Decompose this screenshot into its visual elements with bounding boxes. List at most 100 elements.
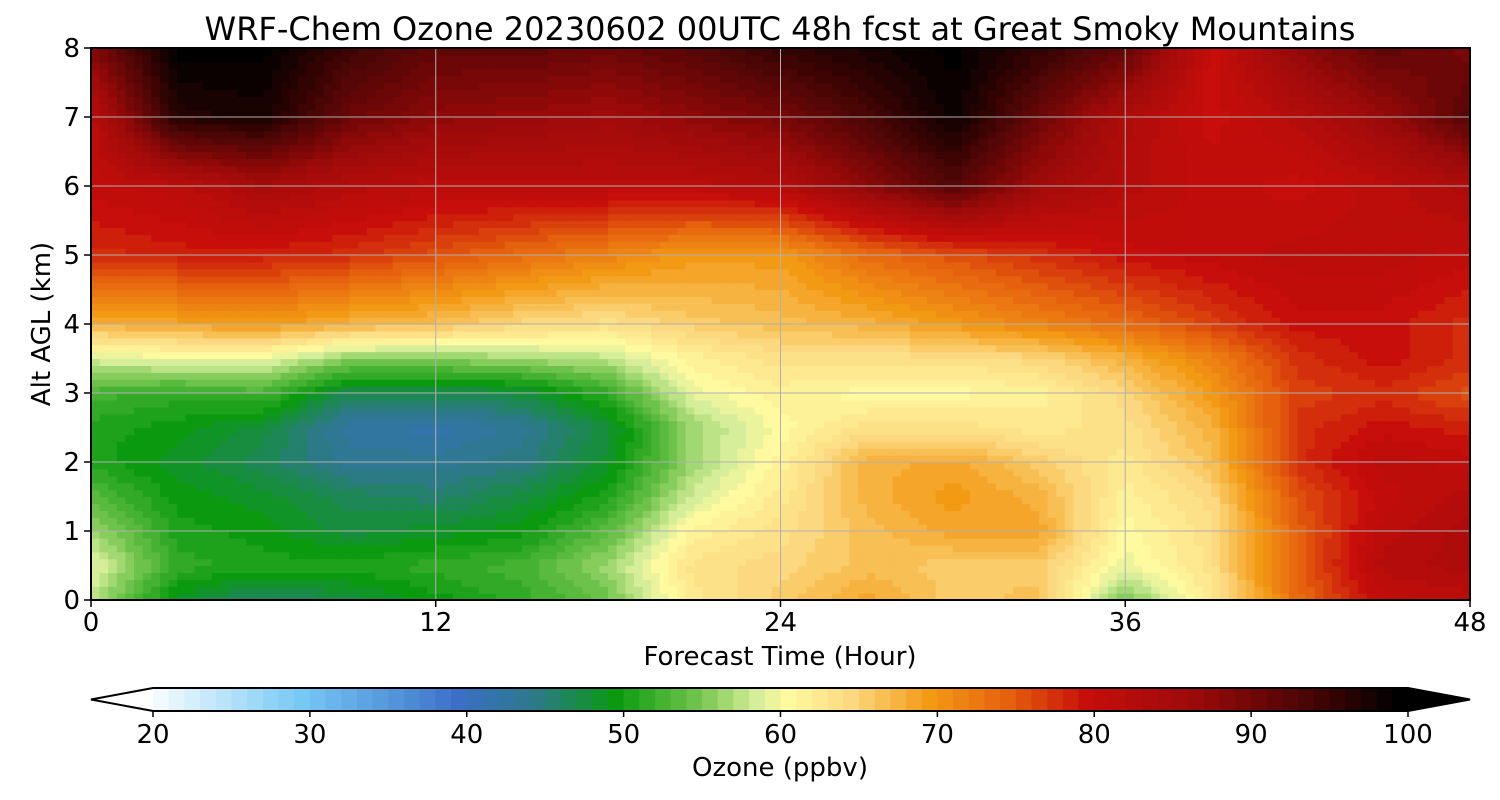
heatmap-cell	[832, 593, 842, 601]
heatmap-cell	[1306, 572, 1316, 580]
heatmap-cell	[1159, 537, 1169, 546]
heatmap-cell	[556, 448, 566, 456]
heatmap-cell	[823, 393, 833, 401]
heatmap-cell	[927, 462, 937, 470]
heatmap-cell	[685, 482, 695, 491]
heatmap-cell	[797, 406, 807, 415]
heatmap-cell	[1004, 510, 1014, 518]
heatmap-cell	[547, 455, 558, 463]
heatmap-cell	[711, 586, 721, 594]
heatmap-cell	[616, 572, 626, 580]
heatmap-cell	[806, 517, 816, 525]
heatmap-cell	[220, 544, 230, 553]
heatmap-cell	[194, 482, 204, 491]
heatmap-cell	[452, 434, 463, 442]
heatmap-cell	[1280, 503, 1290, 511]
heatmap-cell	[1254, 537, 1264, 546]
heatmap-cell	[237, 496, 247, 504]
heatmap-cell	[478, 510, 489, 518]
heatmap-cell	[461, 434, 471, 442]
heatmap-cell	[194, 489, 204, 498]
heatmap-cell	[340, 586, 351, 594]
heatmap-cell	[177, 496, 187, 504]
heatmap-cell	[1176, 475, 1187, 484]
heatmap-cell	[263, 386, 273, 394]
heatmap-cell	[91, 393, 101, 401]
heatmap-cell	[590, 544, 601, 553]
heatmap-cell	[1108, 593, 1118, 601]
heatmap-cell	[280, 413, 290, 422]
heatmap-cell	[935, 489, 945, 498]
heatmap-cell	[125, 531, 135, 539]
heatmap-cell	[1099, 537, 1109, 546]
heatmap-cell	[134, 593, 144, 601]
heatmap-cell	[961, 489, 971, 498]
heatmap-cell	[711, 399, 721, 408]
heatmap-cell	[271, 558, 282, 567]
heatmap-cell	[332, 558, 342, 567]
heatmap-cell	[1125, 496, 1135, 504]
heatmap-cell	[625, 496, 635, 504]
heatmap-cell	[409, 441, 420, 449]
heatmap-cell	[1297, 551, 1307, 560]
heatmap-cell	[806, 393, 816, 401]
heatmap-cell	[1332, 441, 1342, 449]
heatmap-cell	[754, 468, 764, 477]
heatmap-cell	[521, 593, 532, 601]
heatmap-cell	[556, 399, 566, 408]
heatmap-cell	[1297, 420, 1307, 429]
heatmap-cell	[1375, 462, 1385, 470]
heatmap-cell	[685, 593, 695, 601]
heatmap-cell	[1056, 399, 1066, 408]
heatmap-cell	[608, 455, 618, 463]
heatmap-cell	[194, 441, 204, 449]
heatmap-cell	[1133, 413, 1144, 422]
heatmap-cell	[909, 468, 919, 477]
heatmap-cell	[763, 393, 773, 401]
heatmap-cell	[1030, 531, 1040, 539]
heatmap-cell	[1392, 510, 1402, 518]
heatmap-cell	[211, 468, 221, 477]
heatmap-cell	[892, 468, 902, 477]
heatmap-cell	[944, 579, 954, 587]
heatmap-cell	[1133, 406, 1144, 415]
heatmap-cell	[814, 558, 825, 567]
heatmap-cell	[995, 420, 1006, 429]
heatmap-cell	[306, 544, 316, 553]
heatmap-cell	[384, 524, 394, 532]
heatmap-cell	[970, 441, 980, 449]
heatmap-cell	[823, 565, 833, 573]
heatmap-cell	[435, 399, 445, 408]
heatmap-cell	[306, 579, 316, 587]
heatmap-cell	[1073, 475, 1083, 484]
heatmap-cell	[1461, 482, 1471, 491]
heatmap-cell	[892, 537, 902, 546]
heatmap-cell	[461, 468, 471, 477]
heatmap-cell	[108, 531, 118, 539]
heatmap-cell	[1366, 434, 1376, 442]
heatmap-cell	[444, 393, 454, 401]
heatmap-cell	[616, 413, 626, 422]
heatmap-cell	[927, 544, 937, 553]
heatmap-cell	[1021, 586, 1032, 594]
heatmap-cell	[599, 386, 609, 394]
heatmap-cell	[814, 551, 825, 560]
heatmap-cell	[151, 544, 161, 553]
heatmap-cell	[746, 593, 756, 601]
heatmap-cell	[616, 531, 626, 539]
heatmap-cell	[1039, 482, 1049, 491]
heatmap-cell	[599, 510, 609, 518]
heatmap-cell	[1013, 420, 1023, 429]
heatmap-cell	[1211, 393, 1221, 401]
heatmap-cell	[151, 517, 161, 525]
heatmap-cell	[211, 420, 221, 429]
heatmap-cell	[1220, 427, 1230, 435]
heatmap-cell	[306, 593, 316, 601]
heatmap-cell	[392, 455, 402, 463]
heatmap-cell	[91, 462, 101, 470]
heatmap-cell	[1202, 434, 1213, 442]
heatmap-cell	[1133, 420, 1144, 429]
heatmap-cell	[409, 510, 420, 518]
heatmap-cell	[1168, 510, 1178, 518]
heatmap-cell	[1133, 386, 1144, 394]
